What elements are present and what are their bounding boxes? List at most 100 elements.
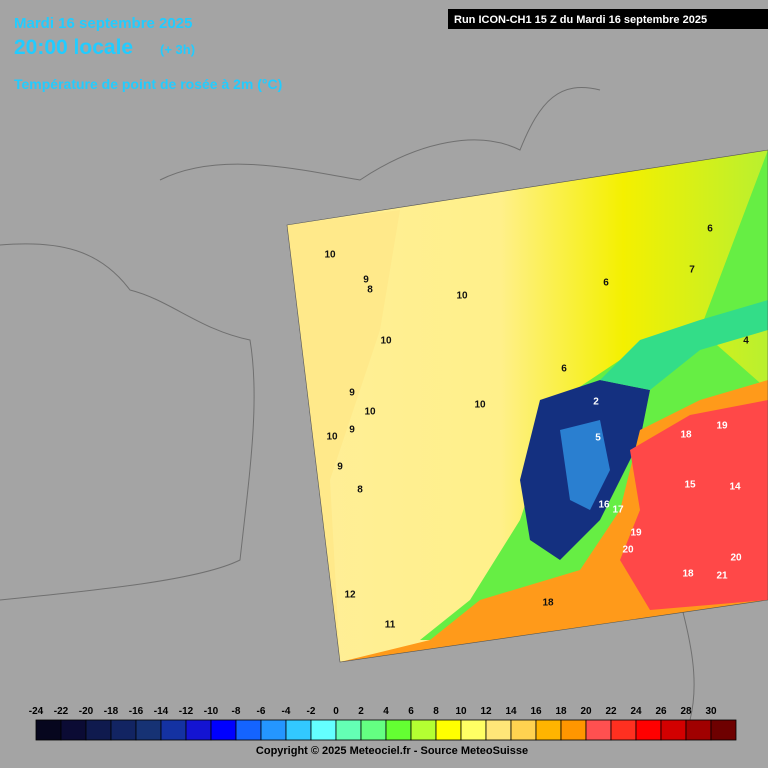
contour-label: 9 bbox=[349, 425, 355, 436]
contour-label: 18 bbox=[680, 430, 692, 441]
color-box bbox=[85, 719, 112, 741]
contour-label: 20 bbox=[622, 545, 634, 556]
contour-label: 6 bbox=[707, 224, 713, 235]
copyright: Copyright © 2025 Meteociel.fr - Source M… bbox=[256, 745, 528, 757]
contour-label: 9 bbox=[349, 388, 355, 399]
colorbar-tick-label: -6 bbox=[257, 706, 266, 717]
color-box bbox=[385, 719, 412, 741]
contour-label: 17 bbox=[612, 505, 624, 516]
colorbar-tick-label: 14 bbox=[505, 706, 517, 717]
color-box bbox=[435, 719, 462, 741]
colorbar-tick-label: -24 bbox=[29, 706, 44, 717]
color-box bbox=[35, 719, 62, 741]
date: Mardi 16 septembre 2025 bbox=[14, 15, 192, 32]
contour-label: 8 bbox=[357, 485, 363, 496]
colorbar-tick-label: 18 bbox=[555, 706, 567, 717]
contour-label: 10 bbox=[474, 400, 486, 411]
contour-label: 10 bbox=[326, 432, 338, 443]
contour-label: 8 bbox=[367, 285, 373, 296]
contour-label: 15 bbox=[684, 480, 696, 491]
run-box bbox=[448, 9, 768, 29]
contour-label: 10 bbox=[324, 250, 336, 261]
color-box bbox=[610, 719, 637, 741]
colorbar: -24 -22 -20 -18 -16 -14 -12 -10 -8 -6 -4 -2 0 2 4 6 8 10 1… bbox=[29, 706, 737, 741]
colorbar-tick-label: 8 bbox=[433, 706, 439, 717]
contour-label: 6 bbox=[603, 278, 609, 289]
time: 20:00 locale bbox=[14, 36, 133, 59]
color-box bbox=[260, 719, 287, 741]
contour-label: 11 bbox=[385, 620, 396, 631]
color-box bbox=[335, 719, 362, 741]
contour-label: 4 bbox=[743, 336, 749, 347]
color-box bbox=[285, 719, 312, 741]
color-box bbox=[135, 719, 162, 741]
contour-label: 9 bbox=[363, 275, 369, 286]
contour-label: 9 bbox=[337, 462, 343, 473]
color-box bbox=[160, 719, 187, 741]
colorbar-tick-label: -18 bbox=[104, 706, 119, 717]
color-box bbox=[535, 719, 562, 741]
contour-label: 6 bbox=[561, 364, 567, 375]
contour-label: 10 bbox=[364, 407, 376, 418]
colorbar-tick-label: -12 bbox=[179, 706, 194, 717]
color-box bbox=[585, 719, 612, 741]
contour-label: 18 bbox=[682, 569, 694, 580]
color-box bbox=[685, 719, 712, 741]
contour-label: 5 bbox=[595, 433, 601, 444]
offset: (+ 3h) bbox=[160, 42, 195, 57]
contour-label: 10 bbox=[456, 291, 468, 302]
colorbar-tick-label: -10 bbox=[204, 706, 219, 717]
colorbar-tick-label: 4 bbox=[383, 706, 389, 717]
contour-label: 10 bbox=[380, 336, 392, 347]
parameter: Température de point de rosée à 2m (°C) bbox=[14, 76, 282, 92]
contour-label: 12 bbox=[344, 590, 356, 601]
colorbar-tick-label: 22 bbox=[605, 706, 617, 717]
colorbar-tick-label: 30 bbox=[705, 706, 717, 717]
contour-label: 19 bbox=[630, 528, 642, 539]
color-box bbox=[460, 719, 487, 741]
color-box bbox=[185, 719, 212, 741]
contour-label: 21 bbox=[716, 571, 728, 582]
colorbar-tick-label: 28 bbox=[680, 706, 692, 717]
colorbar-tick-label: -14 bbox=[154, 706, 169, 717]
colorbar-tick-label: 6 bbox=[408, 706, 414, 717]
colorbar-tick-label: 24 bbox=[630, 706, 642, 717]
color-box bbox=[310, 719, 337, 741]
color-box bbox=[635, 719, 662, 741]
color-box bbox=[510, 719, 537, 741]
colorbar-tick-label: 16 bbox=[530, 706, 542, 717]
color-box bbox=[110, 719, 137, 741]
color-box bbox=[60, 719, 87, 741]
color-box bbox=[360, 719, 387, 741]
contour-label: 16 bbox=[598, 500, 610, 511]
colorbar-tick-label: -4 bbox=[282, 706, 291, 717]
colorbar-tick-label: -2 bbox=[307, 706, 316, 717]
colorbar-tick-label: 26 bbox=[655, 706, 667, 717]
contour-label: 7 bbox=[689, 265, 695, 276]
colorbar-tick-label: -8 bbox=[232, 706, 241, 717]
colorbar-tick-label: 20 bbox=[580, 706, 592, 717]
colorbar-tick-label: 2 bbox=[358, 706, 364, 717]
contour-label: 18 bbox=[542, 598, 554, 609]
color-box bbox=[235, 719, 262, 741]
color-box bbox=[210, 719, 237, 741]
contour-label: 20 bbox=[730, 553, 742, 564]
color-box bbox=[485, 719, 512, 741]
contour-label: 2 bbox=[593, 397, 599, 408]
contour-label: 14 bbox=[729, 482, 741, 493]
color-box bbox=[410, 719, 437, 741]
borders bbox=[0, 87, 695, 721]
colorbar-tick-label: -16 bbox=[129, 706, 144, 717]
run-label: Run ICON-CH1 15 Z du Mardi 16 septembre … bbox=[454, 14, 707, 26]
color-box bbox=[560, 719, 587, 741]
domain-border bbox=[286, 149, 768, 663]
colorbar-tick-label: 10 bbox=[455, 706, 467, 717]
colorbar-tick-label: 0 bbox=[333, 706, 339, 717]
colorbar-tick-label: -22 bbox=[54, 706, 69, 717]
contour-label: 19 bbox=[716, 421, 728, 432]
color-box bbox=[660, 719, 687, 741]
colorbar-tick-label: -20 bbox=[79, 706, 94, 717]
colorbar-tick-label: 12 bbox=[480, 706, 492, 717]
